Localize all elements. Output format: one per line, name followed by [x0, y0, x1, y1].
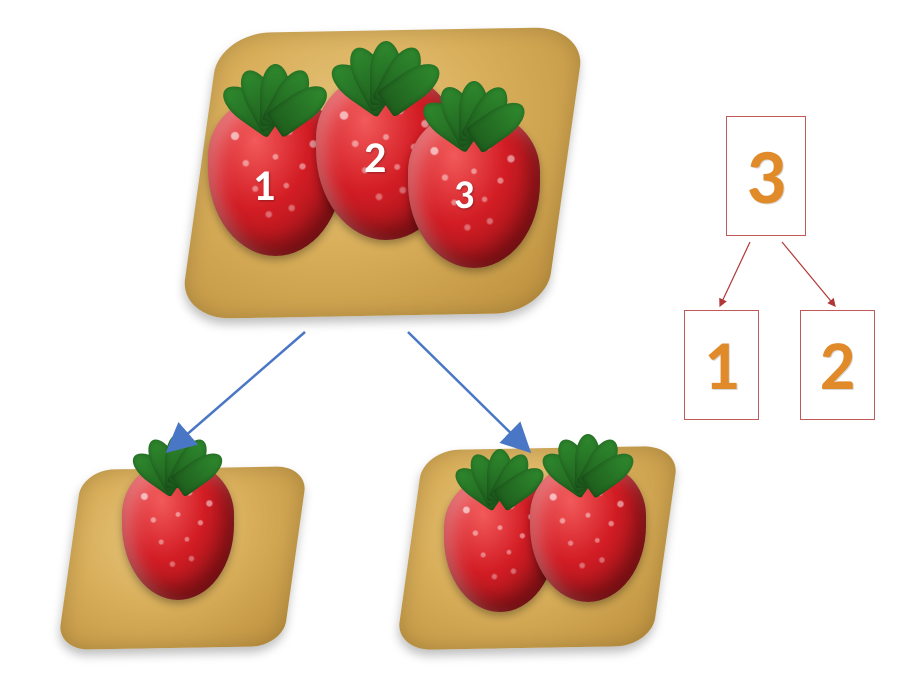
- number-part-left: 1: [704, 322, 739, 408]
- number-total: 3: [746, 129, 786, 224]
- number-box-part-left: 1: [684, 310, 759, 420]
- arrow-blue_left: [169, 332, 305, 450]
- count-label: 1: [253, 158, 275, 212]
- strawberry-icon: [530, 462, 646, 602]
- count-label: 2: [364, 130, 386, 184]
- number-part-right: 2: [820, 322, 855, 408]
- count-label: 3: [454, 170, 474, 219]
- arrow-blue_right: [408, 332, 528, 450]
- arrow-red_right: [782, 242, 835, 306]
- arrow-red_left: [720, 242, 750, 306]
- number-box-part-right: 2: [800, 310, 875, 420]
- strawberry-icon: [122, 462, 234, 600]
- number-box-total: 3: [726, 116, 806, 236]
